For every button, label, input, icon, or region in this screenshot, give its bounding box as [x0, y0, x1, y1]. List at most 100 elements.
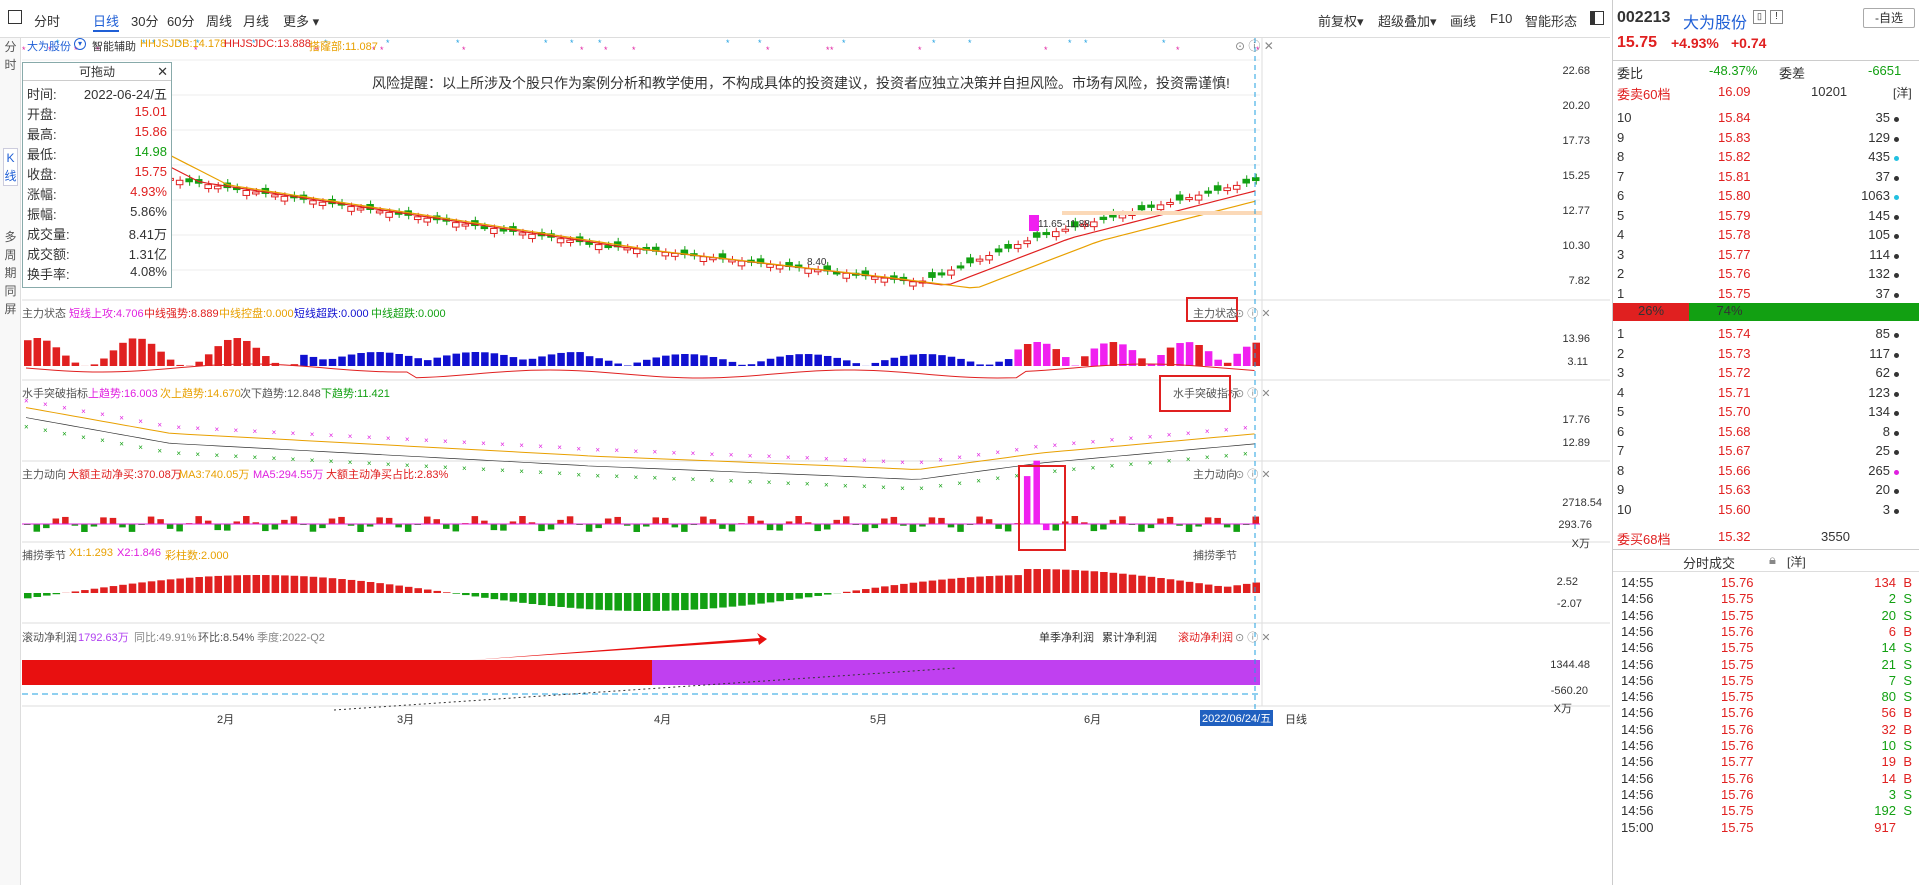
- shuishou-tag[interactable]: 水手突破指标: [1173, 388, 1239, 400]
- alert-icon[interactable]: !: [1770, 10, 1783, 24]
- ohlc-info-box[interactable]: 可拖动 ✕ 时间: 2022-06-24/五 开盘: 15.01 最高: 15.86 最低:…: [22, 62, 172, 288]
- view-multi-period[interactable]: 多周期同屏: [4, 230, 17, 316]
- sidebar-toggle-icon[interactable]: [8, 10, 22, 24]
- candle-body: [956, 265, 965, 269]
- more-dropdown[interactable]: 更多 ▾: [283, 14, 320, 29]
- order-book-row[interactable]: 5 15.79 145: [1613, 206, 1919, 226]
- view-fenshi[interactable]: 分时: [4, 40, 17, 72]
- buzhuo-bar: [452, 593, 461, 594]
- order-book-row[interactable]: 3 15.72 62: [1613, 363, 1919, 383]
- tick-side: S: [1903, 786, 1912, 802]
- close-icon[interactable]: ✕: [157, 64, 168, 79]
- main-panel-controls-icon[interactable]: ⊙ ⓘ ✕: [1235, 39, 1274, 53]
- info-row: 换手率: 4.08%: [27, 263, 169, 283]
- buy-queue-label[interactable]: 委买68档: [1617, 532, 1671, 547]
- zhuli-axis-top: 13.96: [1562, 333, 1590, 345]
- order-book-row[interactable]: 4 15.71 123: [1613, 383, 1919, 403]
- dongxiang-bar: [652, 517, 660, 524]
- lock-icon[interactable]: 🔒︎: [1769, 552, 1776, 567]
- tab-60min[interactable]: 60分: [167, 14, 195, 29]
- signal-marker: *: [96, 45, 100, 55]
- info-value: 15.86: [134, 124, 167, 139]
- ticks-detail[interactable]: [洋]: [1787, 555, 1806, 569]
- order-book-row[interactable]: 7 15.81 37: [1613, 167, 1919, 187]
- price: 15.68: [1718, 423, 1751, 439]
- volume: 132: [1868, 266, 1890, 281]
- chart-area[interactable]: * * * * * * * * * * * * * * * * * * * * * * * * * * * * * * * * * * * * * * * *…: [22, 38, 1610, 885]
- dongxiang-controls-icon[interactable]: ⊙ ⓘ ✕: [1235, 469, 1271, 481]
- zhuli-bar: [309, 356, 318, 366]
- dongxiang-tag[interactable]: 主力动向: [1193, 469, 1237, 481]
- dongxiang-bar: [1185, 524, 1193, 532]
- trend-line: [25, 407, 1255, 470]
- order-book-row[interactable]: 2 15.73 117: [1613, 344, 1919, 364]
- order-book-row[interactable]: 8 15.82 435: [1613, 147, 1919, 167]
- candle-body: [1185, 197, 1193, 201]
- overlay-dropdown[interactable]: 超级叠加▾: [1378, 14, 1437, 29]
- trend-x: ×: [1205, 453, 1210, 462]
- f10-button[interactable]: F10: [1490, 11, 1513, 26]
- candle-body: [909, 281, 917, 287]
- info-box-title[interactable]: 可拖动: [23, 63, 171, 81]
- tab-rixian[interactable]: 日线: [93, 11, 120, 32]
- assist-dropdown-icon[interactable]: ▾: [74, 38, 86, 50]
- tick-time: 14:56: [1621, 623, 1654, 639]
- jinglirun-panel-title: 滚动净利润: [22, 632, 77, 644]
- order-book-row[interactable]: 4 15.78 105: [1613, 225, 1919, 245]
- add-favorite-button[interactable]: -自选: [1863, 8, 1915, 28]
- order-book-row[interactable]: 9 15.63 20: [1613, 480, 1919, 500]
- order-book-row[interactable]: 10 15.60 3: [1613, 500, 1919, 520]
- view-kline[interactable]: K线: [3, 148, 18, 186]
- dongxiang-bar: [671, 524, 679, 528]
- tick-row: 14:56 15.75 21 S: [1613, 657, 1919, 673]
- tab-cumulative[interactable]: 累计净利润: [1102, 632, 1157, 644]
- tab-30min[interactable]: 30分: [131, 14, 159, 29]
- zhuli-bar: [957, 358, 965, 366]
- trend-x: ×: [500, 466, 505, 475]
- order-book-row[interactable]: 9 15.83 129: [1613, 128, 1919, 148]
- order-book-row[interactable]: 5 15.70 134: [1613, 402, 1919, 422]
- buzhuo-bar: [852, 590, 861, 593]
- tab-single-quarter[interactable]: 单季净利润: [1039, 632, 1094, 644]
- tick-price: 15.75: [1721, 607, 1754, 623]
- sell-queue-label[interactable]: 委卖60档: [1617, 87, 1671, 102]
- tab-rolling[interactable]: 滚动净利润: [1178, 632, 1233, 644]
- level: 3: [1617, 365, 1625, 380]
- shuishou-controls-icon[interactable]: ⊙ ⓘ ✕: [1235, 388, 1271, 400]
- trend-x: ×: [653, 448, 658, 457]
- divider: [1613, 60, 1919, 61]
- assist-label[interactable]: 智能辅助: [92, 41, 136, 53]
- trend-x: ×: [576, 470, 581, 479]
- zhuli-bar: [509, 357, 518, 366]
- order-book-row[interactable]: 10 15.84 35: [1613, 108, 1919, 128]
- dongxiang-d: 大额主动净买占比:2.83%: [326, 469, 449, 481]
- draw-line-button[interactable]: 画线: [1450, 14, 1477, 29]
- zhuli-bar: [24, 340, 32, 366]
- buzhuo-bar: [119, 584, 127, 593]
- order-book-row[interactable]: 6 15.80 1063: [1613, 186, 1919, 206]
- trend-x: ×: [234, 426, 239, 435]
- zhuli-controls-icon[interactable]: ⊙ ⓘ ✕: [1235, 308, 1271, 320]
- stock-info-icon[interactable]: ▯: [1753, 10, 1766, 24]
- order-book-row[interactable]: 8 15.66 265: [1613, 461, 1919, 481]
- pattern-button[interactable]: 智能形态: [1525, 14, 1578, 29]
- tab-fenshi[interactable]: 分时: [34, 14, 61, 29]
- buzhuo-tag[interactable]: 捕捞季节: [1193, 550, 1237, 562]
- risk-warning: 风险提醒：以上所涉及个股只作为案例分析和教学使用，不构成具体的投资建议，投资者应…: [372, 75, 1230, 91]
- fuquan-dropdown[interactable]: 前复权▾: [1318, 14, 1364, 29]
- order-book-row[interactable]: 1 15.74 85: [1613, 324, 1919, 344]
- zhuli-tag[interactable]: 主力状态: [1193, 308, 1237, 320]
- order-book-row[interactable]: 6 15.68 8: [1613, 422, 1919, 442]
- sell-queue-detail[interactable]: [洋]: [1893, 86, 1912, 100]
- panel-toggle-icon[interactable]: [1590, 11, 1604, 25]
- order-book-row[interactable]: 3 15.77 114: [1613, 245, 1919, 265]
- tab-zhouxian[interactable]: 周线: [206, 14, 233, 29]
- buzhuo-bar: [585, 593, 594, 610]
- order-book-row[interactable]: 7 15.67 25: [1613, 441, 1919, 461]
- order-book-row[interactable]: 1 15.75 37: [1613, 284, 1919, 304]
- tab-yuexian[interactable]: 月线: [243, 14, 270, 29]
- order-book-row[interactable]: 2 15.76 132: [1613, 264, 1919, 284]
- jinglirun-controls-icon[interactable]: ⊙ ⓘ ✕: [1235, 632, 1271, 644]
- chart-canvas[interactable]: ****************************************…: [22, 38, 1610, 885]
- buzhuo-bar: [1119, 573, 1127, 593]
